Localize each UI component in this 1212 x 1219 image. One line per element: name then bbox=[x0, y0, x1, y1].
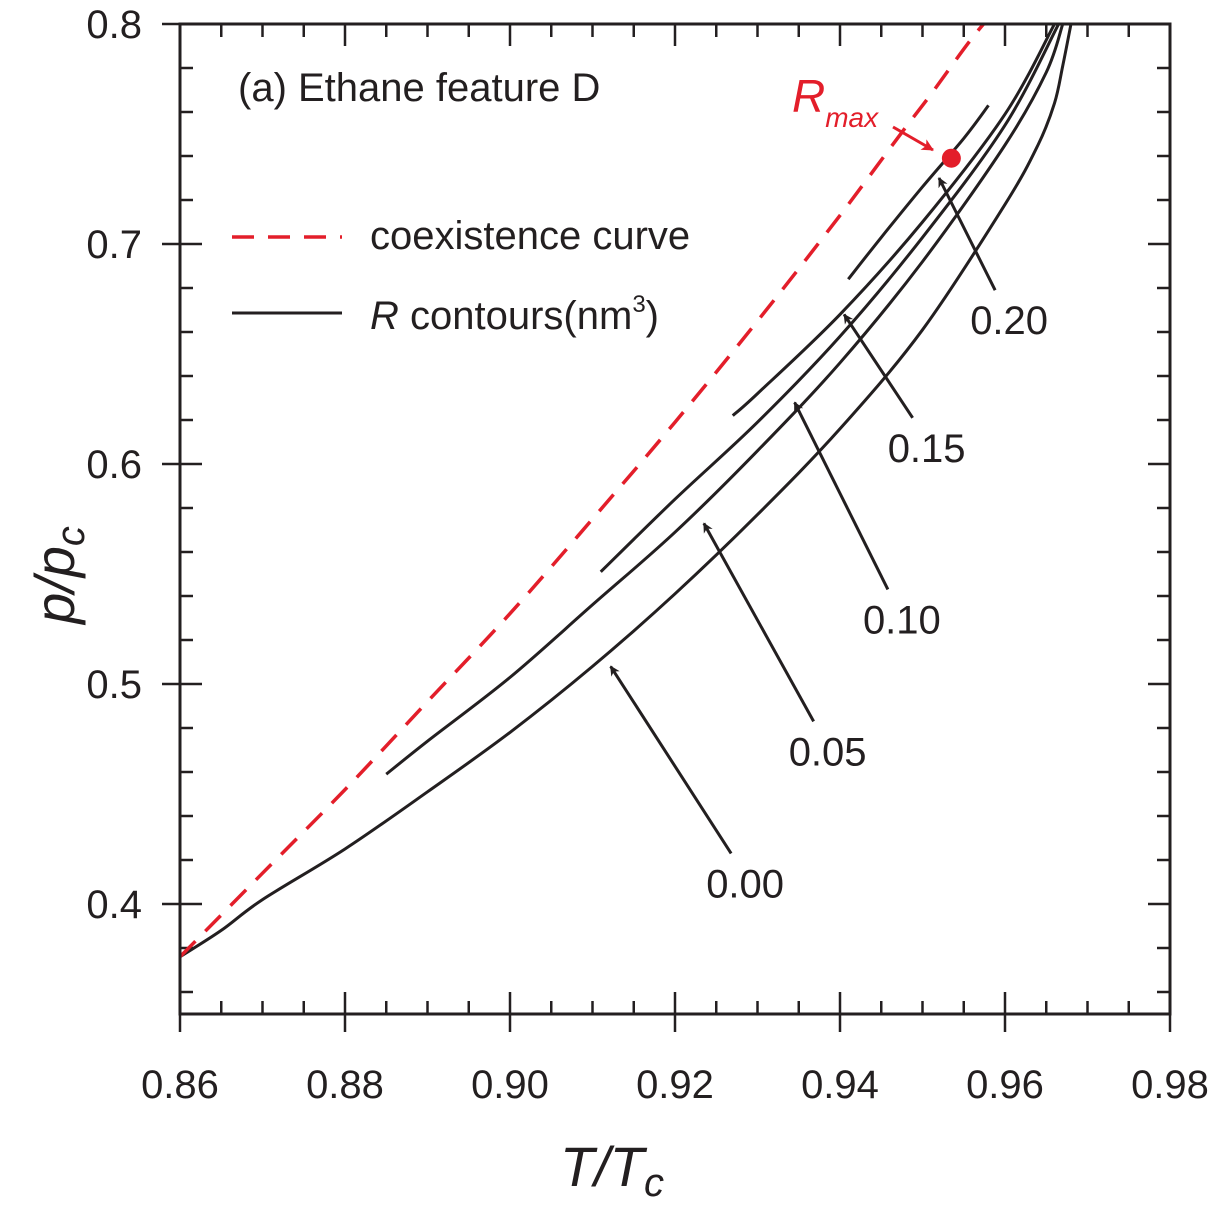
coexistence-curve bbox=[180, 24, 1059, 959]
contour-label: 0.10 bbox=[863, 598, 941, 642]
contour-line-0-00 bbox=[180, 24, 1073, 959]
legend-contour-label-sup: 3 bbox=[632, 291, 645, 318]
x-tick-label: 0.98 bbox=[1131, 1063, 1209, 1107]
contour-arrow bbox=[937, 177, 997, 291]
rmax-label-sub: max bbox=[825, 102, 879, 133]
series-layer bbox=[180, 24, 1073, 959]
contour-label: 0.20 bbox=[970, 299, 1048, 343]
x-tick-label: 0.96 bbox=[966, 1063, 1044, 1107]
contour-label: 0.15 bbox=[888, 427, 966, 471]
axis-ticks: 0.86 0.88 0.90 0.92 0.94 0.96 0.98 0.4 0.5 0.6 0.7… bbox=[86, 3, 1209, 1107]
contour-line-0-20 bbox=[847, 104, 990, 281]
y-axis-title-sub: c bbox=[49, 526, 93, 546]
plot-frame bbox=[178, 22, 1172, 1016]
contour-line-0-15 bbox=[731, 24, 1056, 417]
rmax-arrow bbox=[892, 125, 934, 152]
y-tick-label: 0.5 bbox=[86, 663, 142, 707]
chart-title: (a) Ethane feature D bbox=[238, 66, 600, 110]
x-axis-title-t: T/T bbox=[560, 1135, 648, 1198]
contour-arrow bbox=[702, 522, 815, 723]
rmax-label: Rmax bbox=[792, 70, 879, 133]
y-axis-title: p/pc bbox=[23, 526, 93, 626]
legend-contour-label: R contours(nm3) bbox=[370, 291, 659, 338]
y-tick-label: 0.4 bbox=[86, 883, 142, 927]
y-tick-label: 0.8 bbox=[86, 3, 142, 47]
y-axis-title-p: p/p bbox=[23, 546, 86, 626]
x-axis-title: T/Tc bbox=[560, 1135, 664, 1205]
rmax-label-main: R bbox=[792, 70, 825, 122]
contour-arrow bbox=[793, 401, 890, 591]
contour-annotations: 0.00 0.05 0.10 0.15 0.20 bbox=[609, 177, 1048, 906]
y-tick-label: 0.7 bbox=[86, 223, 142, 267]
contour-arrow bbox=[842, 313, 914, 419]
legend-contour-label-text: contours(nm bbox=[399, 294, 632, 338]
contour-line-0-05 bbox=[385, 24, 1065, 776]
legend-contour-label-r: R bbox=[370, 294, 399, 338]
x-axis-title-sub: c bbox=[644, 1161, 664, 1205]
x-tick-label: 0.90 bbox=[471, 1063, 549, 1107]
legend-contour-label-close: ) bbox=[646, 294, 659, 338]
contour-label: 0.05 bbox=[789, 730, 867, 774]
x-tick-label: 0.94 bbox=[801, 1063, 879, 1107]
rmax-point bbox=[941, 148, 961, 168]
contour-line-0-10 bbox=[599, 24, 1060, 573]
x-tick-label: 0.88 bbox=[306, 1063, 384, 1107]
rmax-annotation: Rmax bbox=[792, 70, 961, 168]
y-tick-label: 0.6 bbox=[86, 443, 142, 487]
x-tick-label: 0.86 bbox=[141, 1063, 219, 1107]
contour-arrow bbox=[609, 665, 733, 855]
legend: coexistence curve R contours(nm3) bbox=[232, 214, 690, 338]
contour-label: 0.00 bbox=[706, 862, 784, 906]
legend-coexistence-label: coexistence curve bbox=[370, 214, 690, 258]
x-tick-label: 0.92 bbox=[636, 1063, 714, 1107]
